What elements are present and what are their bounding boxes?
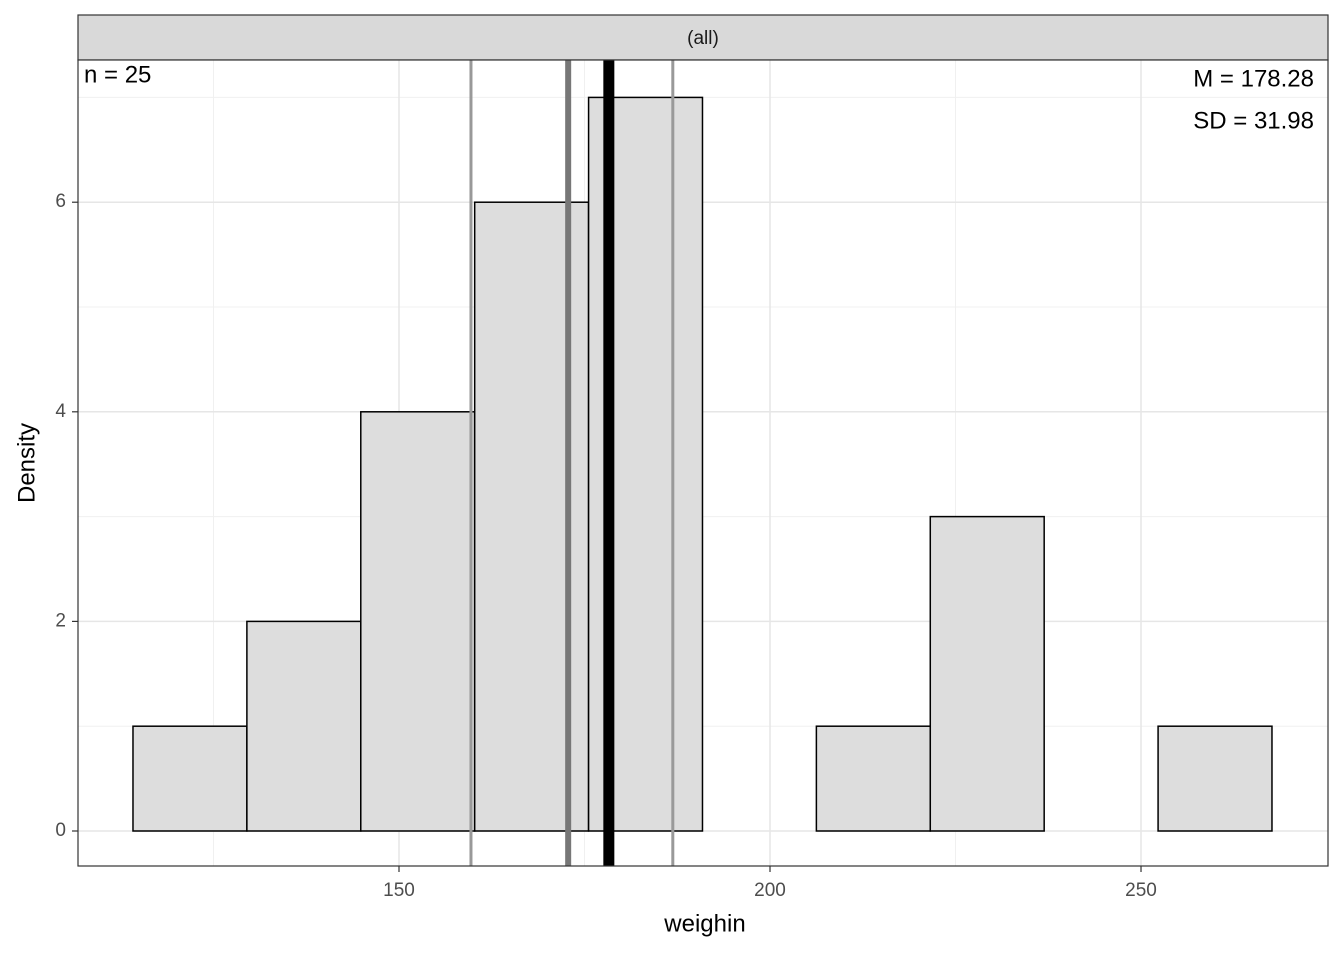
y-tick-label: 6 [55,191,66,212]
x-tick-label: 200 [754,880,786,901]
y-tick-label: 4 [55,401,66,422]
annotation: n = 25 [84,61,151,88]
bar [1157,725,1273,832]
bar [815,725,932,832]
y-tick-label: 0 [55,820,66,841]
bar [473,201,590,832]
y-tick-label: 2 [55,610,66,631]
panel-border [77,59,1329,867]
bar [246,620,362,832]
strip-label: (all) [687,28,719,49]
annotation: SD = 31.98 [1193,107,1314,134]
bar [929,515,1045,832]
x-tick-label: 150 [383,880,415,901]
x-axis-title: weighin [663,910,745,937]
y-axis-title: Density [13,423,40,503]
strip [77,14,1329,61]
annotation: M = 178.28 [1193,65,1314,92]
bar [132,725,248,832]
bar [360,411,476,832]
x-tick-label: 250 [1125,880,1157,901]
